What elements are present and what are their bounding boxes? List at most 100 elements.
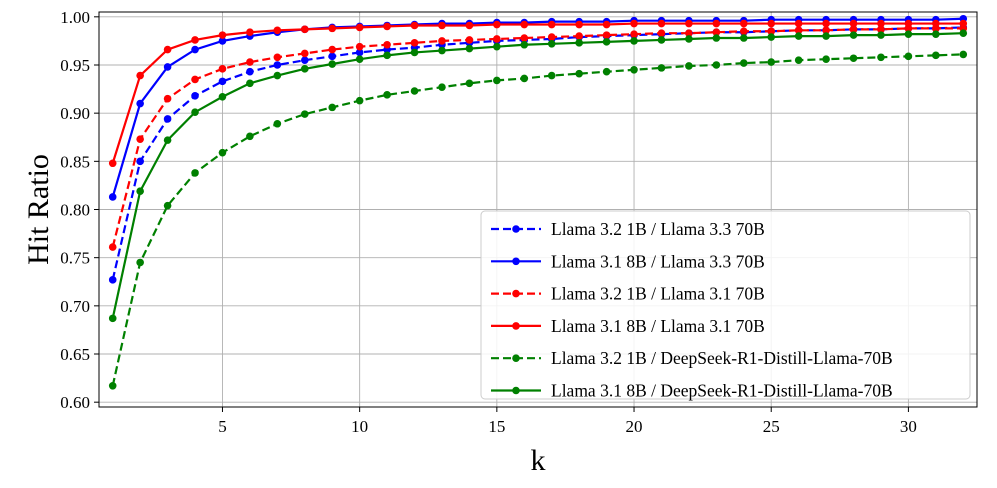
data-point — [218, 31, 227, 39]
data-point — [218, 77, 227, 86]
series-2 — [108, 24, 968, 251]
data-point — [685, 19, 693, 28]
data-point — [739, 27, 748, 36]
data-point — [246, 28, 254, 37]
data-point — [547, 71, 556, 80]
data-point — [163, 115, 172, 123]
data-point — [218, 37, 227, 45]
data-point — [520, 40, 529, 49]
series-line — [111, 22, 964, 164]
data-point — [630, 37, 638, 45]
data-point — [355, 96, 364, 105]
y-tick-label: 0.65 — [60, 345, 90, 364]
data-point — [383, 51, 391, 60]
data-point — [108, 276, 117, 284]
series-line — [111, 17, 964, 198]
x-tick-label: 5 — [218, 417, 227, 436]
y-tick-label: 0.95 — [60, 56, 90, 75]
y-tick-label: 0.80 — [60, 201, 90, 220]
data-point — [383, 91, 391, 99]
data-point — [465, 36, 474, 44]
series-lines — [108, 14, 968, 390]
data-point — [575, 39, 583, 47]
data-point — [218, 65, 227, 73]
data-point — [959, 19, 968, 28]
data-point — [163, 63, 172, 71]
data-point — [959, 29, 968, 37]
x-tick-label: 15 — [488, 417, 505, 436]
data-point — [328, 52, 337, 61]
data-point — [520, 34, 529, 42]
legend-marker — [512, 386, 520, 395]
data-point — [273, 61, 282, 69]
legend-box — [480, 210, 971, 400]
data-point — [410, 39, 419, 47]
y-tick-label: 0.70 — [60, 297, 90, 316]
data-point — [246, 58, 254, 66]
data-point — [246, 132, 254, 141]
data-point — [739, 59, 748, 67]
data-point — [108, 382, 117, 390]
data-point — [410, 87, 419, 95]
legend-marker — [512, 322, 520, 330]
data-point — [136, 187, 144, 195]
legend-marker — [512, 257, 520, 266]
y-tick-label: 0.75 — [60, 249, 90, 268]
data-point — [191, 92, 199, 100]
data-point — [822, 32, 830, 40]
data-point — [300, 56, 309, 64]
data-point — [575, 32, 583, 40]
data-point — [493, 42, 501, 51]
x-tick-label: 25 — [763, 417, 780, 436]
data-point — [191, 36, 199, 44]
legend-marker — [512, 225, 520, 233]
data-point — [575, 20, 583, 29]
data-point — [438, 37, 446, 45]
series-line — [111, 27, 964, 248]
data-point — [602, 20, 611, 29]
data-point — [108, 243, 117, 251]
data-point — [273, 26, 282, 35]
data-point — [108, 314, 117, 323]
series-5 — [108, 29, 968, 323]
data-point — [904, 19, 913, 28]
data-point — [712, 19, 721, 28]
data-point — [877, 31, 885, 39]
data-point — [218, 92, 227, 101]
data-point — [328, 45, 337, 54]
series-4 — [108, 50, 968, 390]
data-point — [410, 21, 419, 30]
data-point — [657, 36, 666, 44]
data-point — [932, 30, 940, 38]
data-point — [218, 148, 227, 157]
data-point — [465, 21, 474, 30]
data-point — [520, 74, 529, 83]
data-point — [438, 83, 446, 91]
data-point — [822, 55, 830, 64]
data-point — [849, 54, 858, 63]
data-point — [877, 25, 885, 34]
data-point — [630, 66, 638, 74]
data-point — [191, 45, 199, 54]
data-point — [438, 21, 446, 30]
data-point — [794, 56, 803, 64]
data-point — [191, 75, 199, 84]
y-tick-label: 1.00 — [60, 8, 90, 27]
legend-marker — [512, 354, 520, 363]
data-point — [849, 19, 858, 28]
data-point — [438, 46, 446, 55]
data-point — [191, 108, 199, 116]
data-point — [493, 20, 501, 29]
data-point — [136, 258, 144, 267]
data-point — [328, 60, 337, 68]
data-point — [794, 19, 803, 28]
data-point — [300, 25, 309, 34]
data-point — [602, 38, 611, 46]
data-point — [685, 35, 693, 43]
data-point — [767, 27, 776, 36]
data-point — [108, 159, 117, 168]
data-point — [712, 34, 721, 42]
data-point — [602, 31, 611, 39]
data-point — [163, 45, 172, 54]
data-point — [767, 19, 776, 28]
